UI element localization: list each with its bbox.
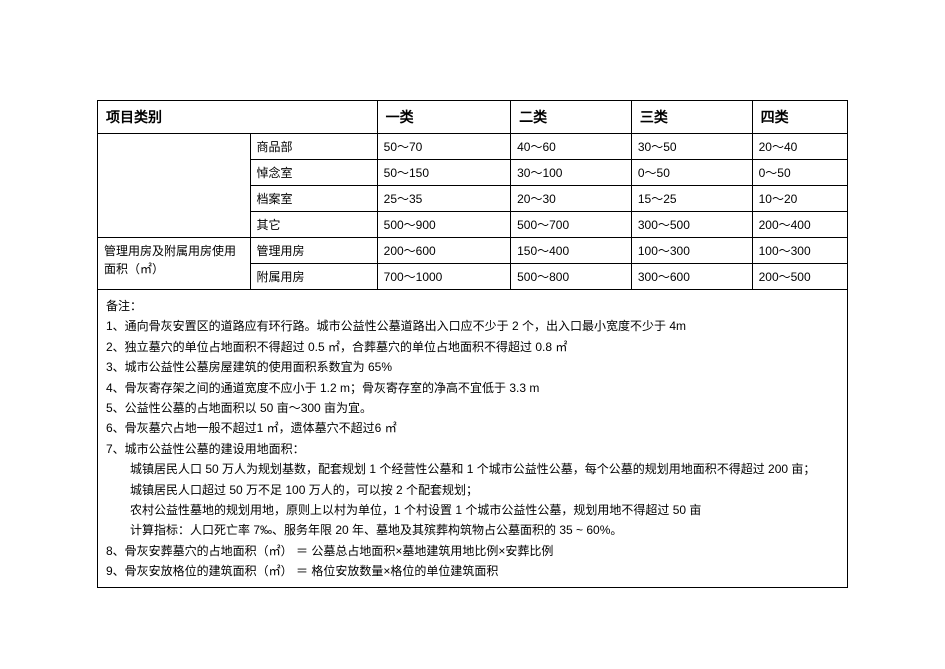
header-category: 项目类别 (98, 101, 378, 134)
cell: 50～150 (377, 160, 510, 186)
cell: 100～300 (752, 238, 847, 264)
cell: 200～400 (752, 212, 847, 238)
header-c1: 一类 (377, 101, 510, 134)
cell: 15～25 (631, 186, 752, 212)
cell: 150～400 (511, 238, 632, 264)
spec-table: 项目类别 一类 二类 三类 四类 商品部 50～70 40～60 30～50 2… (97, 100, 848, 588)
cell: 500～900 (377, 212, 510, 238)
note-line: 5、公益性公墓的占地面积以 50 亩～300 亩为宜。 (106, 398, 839, 418)
table-row: 管理用房及附属用房使用面积（㎡） 管理用房 200～600 150～400 10… (98, 238, 848, 264)
cell: 10～20 (752, 186, 847, 212)
sub-label: 商品部 (250, 134, 377, 160)
note-line: 城镇居民人口超过 50 万不足 100 万人的，可以按 2 个配套规划； (130, 480, 839, 500)
note-line: 2、独立墓穴的单位占地面积不得超过 0.5 ㎡，合葬墓穴的单位占地面积不得超过 … (106, 337, 839, 357)
cell: 200～500 (752, 264, 847, 290)
cell: 200～600 (377, 238, 510, 264)
note-line: 1、通向骨灰安置区的道路应有环行路。城市公益性公墓道路出入口应不少于 2 个，出… (106, 316, 839, 336)
header-c3: 三类 (631, 101, 752, 134)
cell: 30～50 (631, 134, 752, 160)
sub-label: 其它 (250, 212, 377, 238)
cell: 500～700 (511, 212, 632, 238)
cell: 300～500 (631, 212, 752, 238)
cell: 700～1000 (377, 264, 510, 290)
sub-label: 附属用房 (250, 264, 377, 290)
cell: 50～70 (377, 134, 510, 160)
group2-label: 管理用房及附属用房使用面积（㎡） (98, 238, 251, 290)
sub-label: 悼念室 (250, 160, 377, 186)
cell: 40～60 (511, 134, 632, 160)
sub-label: 档案室 (250, 186, 377, 212)
note-line: 9、骨灰安放格位的建筑面积（㎡） ＝ 格位安放数量×格位的单位建筑面积 (106, 561, 839, 581)
note-line: 4、骨灰寄存架之间的通道宽度不应小于 1.2 m；骨灰寄存室的净高不宜低于 3.… (106, 378, 839, 398)
note-line: 农村公益性墓地的规划用地，原则上以村为单位，1 个村设置 1 个城市公益性公墓，… (130, 500, 839, 520)
notes-row: 备注： 1、通向骨灰安置区的道路应有环行路。城市公益性公墓道路出入口应不少于 2… (98, 290, 848, 588)
notes-title: 备注： (106, 296, 839, 316)
cell: 100～300 (631, 238, 752, 264)
note-line: 6、骨灰墓穴占地一般不超过1 ㎡，遗体墓穴不超过6 ㎡ (106, 418, 839, 438)
header-c4: 四类 (752, 101, 847, 134)
table-header-row: 项目类别 一类 二类 三类 四类 (98, 101, 848, 134)
cell: 20～30 (511, 186, 632, 212)
cell: 25～35 (377, 186, 510, 212)
cell: 0～50 (752, 160, 847, 186)
sub-label: 管理用房 (250, 238, 377, 264)
group1-label (98, 134, 251, 238)
note-line: 城镇居民人口 50 万人为规划基数，配套规划 1 个经营性公墓和 1 个城市公益… (130, 459, 839, 479)
notes-cell: 备注： 1、通向骨灰安置区的道路应有环行路。城市公益性公墓道路出入口应不少于 2… (98, 290, 848, 588)
note-line: 计算指标：人口死亡率 7‰、服务年限 20 年、墓地及其殡葬构筑物占公墓面积的 … (130, 520, 839, 540)
note-line: 8、骨灰安葬墓穴的占地面积（㎡） ＝ 公墓总占地面积×墓地建筑用地比例×安葬比例 (106, 541, 839, 561)
note-line: 3、城市公益性公墓房屋建筑的使用面积系数宜为 65% (106, 357, 839, 377)
header-c2: 二类 (511, 101, 632, 134)
cell: 300～600 (631, 264, 752, 290)
cell: 0～50 (631, 160, 752, 186)
note-line: 7、城市公益性公墓的建设用地面积： (106, 439, 839, 459)
cell: 500～800 (511, 264, 632, 290)
table-row: 商品部 50～70 40～60 30～50 20～40 (98, 134, 848, 160)
cell: 20～40 (752, 134, 847, 160)
cell: 30～100 (511, 160, 632, 186)
